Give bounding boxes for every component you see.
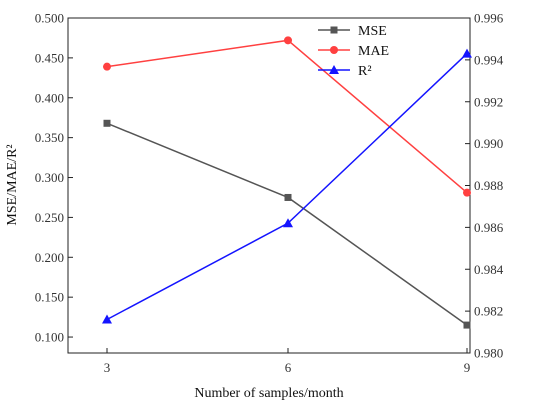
data-point-mae bbox=[284, 36, 292, 45]
right-y-axis: 0.980 0.982 0.984 0.986 0.988 0.990 0.992 0.994… bbox=[465, 11, 504, 361]
legend-marker-r2 bbox=[329, 65, 339, 74]
legend-item-mae: MAE bbox=[318, 44, 389, 59]
left-y-tick-label: 0.500 bbox=[35, 11, 64, 26]
left-y-tick-label: 0.400 bbox=[35, 90, 64, 105]
series-layer bbox=[102, 36, 472, 329]
data-point-mae bbox=[103, 62, 111, 71]
data-point-r2 bbox=[102, 314, 112, 324]
right-y-tick-label: 0.984 bbox=[474, 262, 504, 277]
right-y-tick-label: 0.980 bbox=[474, 346, 503, 361]
x-axis-title: Number of samples/month bbox=[194, 386, 343, 401]
series-r2 bbox=[102, 48, 472, 324]
data-point-r2 bbox=[462, 48, 472, 58]
left-y-tick-label: 0.100 bbox=[35, 330, 64, 345]
legend-label-r2: R² bbox=[358, 64, 372, 79]
left-y-tick-label: 0.350 bbox=[35, 130, 64, 145]
right-y-tick-label: 0.988 bbox=[474, 178, 503, 193]
series-line-mae bbox=[106, 39, 468, 194]
left-y-tick-label: 0.150 bbox=[35, 290, 64, 305]
legend-label-mae: MAE bbox=[358, 44, 389, 59]
y-axis-title: MSE/MAE/R² bbox=[5, 144, 20, 225]
left-y-axis: 0.100 0.150 0.200 0.250 0.300 0.350 0.400 0.450… bbox=[35, 11, 73, 345]
right-y-tick-label: 0.990 bbox=[474, 136, 503, 151]
data-point-mse bbox=[463, 321, 471, 329]
left-y-tick-label: 0.200 bbox=[35, 250, 64, 265]
legend-item-mse: MSE bbox=[318, 24, 387, 39]
x-tick-label: 6 bbox=[285, 360, 292, 375]
legend-item-r2: R² bbox=[318, 64, 372, 79]
legend-marker-mae bbox=[330, 46, 338, 54]
plot-frame bbox=[67, 17, 471, 354]
right-y-tick-label: 0.982 bbox=[474, 304, 503, 319]
x-axis: 3 6 9 bbox=[104, 348, 471, 375]
left-y-tick-label: 0.250 bbox=[35, 210, 64, 225]
series-mse bbox=[103, 119, 471, 329]
right-y-tick-label: 0.992 bbox=[474, 94, 503, 109]
right-y-tick-label: 0.994 bbox=[474, 52, 504, 67]
series-mae bbox=[103, 36, 471, 197]
series-line-r2 bbox=[106, 53, 468, 321]
x-tick-label: 3 bbox=[104, 360, 111, 375]
right-y-tick-label: 0.996 bbox=[474, 11, 504, 26]
legend-marker-mse bbox=[330, 26, 338, 34]
right-y-tick-label: 0.986 bbox=[474, 220, 504, 235]
legend: MSE MAE R² bbox=[318, 24, 389, 79]
legend-label-mse: MSE bbox=[358, 24, 387, 39]
data-point-mae bbox=[463, 188, 471, 197]
data-point-mse bbox=[284, 193, 292, 201]
left-y-tick-label: 0.450 bbox=[35, 50, 64, 65]
data-point-mse bbox=[103, 119, 111, 127]
data-point-r2 bbox=[283, 218, 293, 228]
left-y-tick-label: 0.300 bbox=[35, 170, 64, 185]
x-tick-label: 9 bbox=[464, 360, 471, 375]
